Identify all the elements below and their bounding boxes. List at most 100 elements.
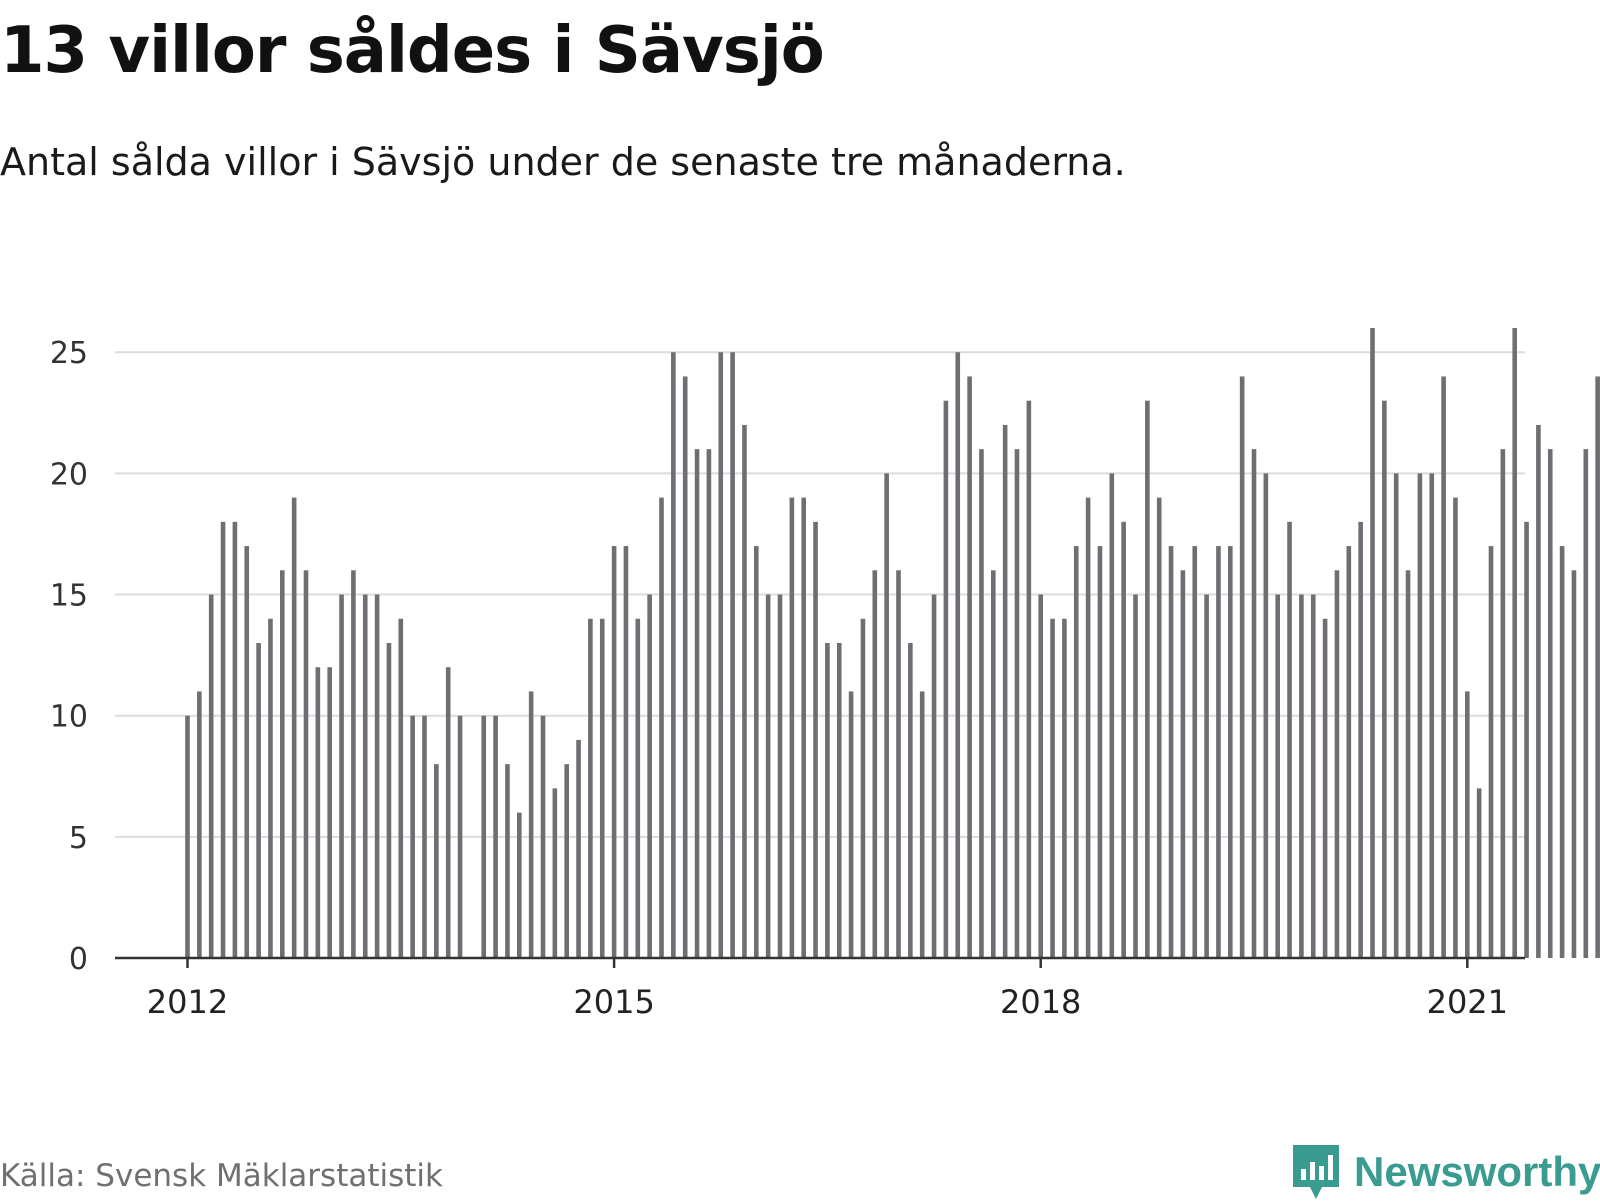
bar [1488, 546, 1494, 958]
bar [1322, 618, 1328, 958]
bar [979, 449, 984, 958]
bar [1287, 521, 1292, 958]
bar [339, 594, 344, 958]
bar [1571, 570, 1577, 958]
bar [185, 715, 190, 958]
bar [765, 594, 771, 958]
bar [836, 643, 842, 958]
bar [1133, 594, 1138, 958]
bar [588, 618, 593, 958]
bar [1393, 473, 1399, 958]
bar [943, 400, 949, 958]
bar [1050, 618, 1055, 958]
bar [256, 643, 261, 958]
bar [362, 594, 368, 958]
bar [742, 424, 747, 958]
x-axis: 20122015201820212023 [115, 956, 1525, 1021]
bar [991, 570, 996, 958]
source-note: Källa: Svensk Mäklarstatistik [0, 1158, 443, 1194]
bar [1002, 424, 1008, 958]
bar [1465, 691, 1470, 958]
bar [552, 788, 558, 958]
bar [635, 618, 641, 958]
bar [268, 618, 273, 958]
bar [1453, 497, 1458, 958]
bar [1026, 400, 1032, 958]
brand: Newsworthy [1290, 1140, 1600, 1204]
bar [1334, 570, 1340, 958]
y-tick-label: 5 [69, 821, 88, 856]
bar [505, 764, 510, 958]
bar [1145, 400, 1150, 958]
bar [1180, 570, 1186, 958]
bar [1014, 449, 1020, 958]
bar [457, 715, 463, 958]
bar [1263, 473, 1269, 958]
bar [1073, 546, 1079, 958]
x-tick-label: 2018 [1000, 983, 1081, 1021]
bar [860, 618, 866, 958]
chart-title: 13 villor såldes i Sävsjö [0, 14, 825, 88]
y-tick-label: 20 [50, 457, 88, 492]
bar [1512, 328, 1517, 958]
bar [1216, 546, 1221, 958]
bar [1038, 594, 1043, 958]
bar [1239, 376, 1245, 958]
bar [1228, 546, 1233, 958]
bar [315, 667, 321, 958]
bar [1062, 618, 1067, 958]
bar [611, 546, 617, 958]
bar [540, 715, 546, 958]
bar [303, 570, 309, 958]
bar [931, 594, 937, 958]
bar [1168, 546, 1174, 958]
bar [1109, 473, 1115, 958]
bar [517, 812, 522, 958]
y-tick-label: 25 [50, 336, 88, 371]
bar [908, 643, 913, 958]
bar [1275, 594, 1280, 958]
bar [232, 521, 238, 958]
bar [528, 691, 534, 958]
bar [244, 546, 250, 958]
bar [1524, 521, 1529, 958]
bars [185, 328, 1600, 958]
y-tick-label: 0 [69, 942, 88, 977]
bar [801, 497, 806, 958]
bar [374, 594, 380, 958]
bar [1204, 594, 1209, 958]
bar [576, 739, 581, 958]
bar [682, 376, 688, 958]
bar [398, 618, 404, 958]
bar [659, 497, 664, 958]
bar [647, 594, 652, 958]
bar [955, 352, 961, 958]
bar [1583, 449, 1589, 958]
bar [1441, 376, 1446, 958]
bar [1536, 424, 1541, 958]
x-tick-label: 2015 [573, 983, 654, 1021]
bar [919, 691, 925, 958]
bar [493, 715, 498, 958]
bar [872, 570, 878, 958]
bar [1085, 497, 1091, 958]
bar [967, 376, 972, 958]
bar [1156, 497, 1162, 958]
bar [422, 715, 427, 958]
bar [1346, 546, 1352, 958]
bar [1310, 594, 1316, 958]
bar [1559, 546, 1565, 958]
bar [1500, 449, 1506, 958]
bar [730, 352, 735, 958]
bar [208, 594, 214, 958]
bar [706, 449, 712, 958]
y-tick-label: 15 [50, 579, 88, 614]
bar [813, 521, 818, 958]
bar [1547, 449, 1553, 958]
bar [789, 497, 795, 958]
bar [1417, 473, 1423, 958]
bar [1251, 449, 1257, 958]
x-tick-label: 2012 [147, 983, 228, 1021]
bar [445, 667, 451, 958]
